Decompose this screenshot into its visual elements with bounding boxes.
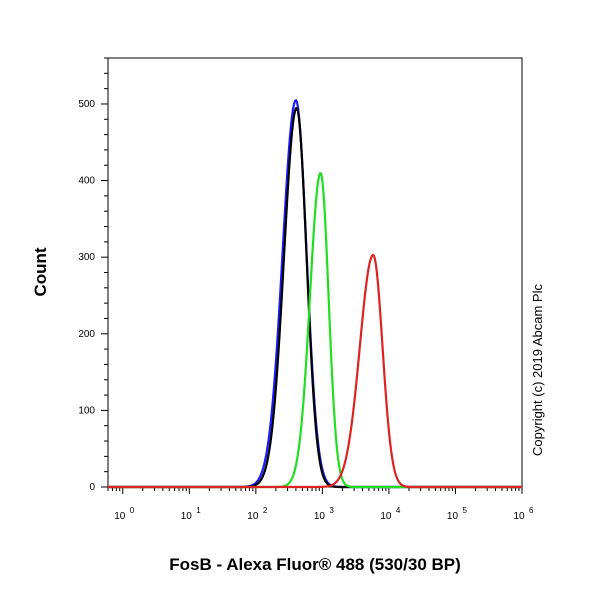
y-axis-title: Count: [31, 247, 50, 296]
series-line-3: [107, 172, 523, 489]
x-tick-exponent: 6: [529, 506, 534, 515]
x-tick-label: 10: [314, 511, 326, 522]
series-layer: [107, 99, 523, 489]
copyright-annotation: Copyright (c) 2019 Abcam Plc: [530, 284, 545, 456]
series-line-4: [107, 253, 523, 489]
y-tick-label: 400: [78, 176, 95, 187]
y-axis: 0 100 200 300 400 500: [78, 57, 108, 493]
series-line-2: [107, 106, 523, 489]
y-tick-label: 500: [78, 99, 95, 110]
x-axis-title: FosB - Alexa Fluor® 488 (530/30 BP): [169, 555, 461, 574]
y-tick-label: 300: [78, 252, 95, 263]
x-tick-label: 10: [447, 511, 459, 522]
x-tick-exponent: 5: [462, 506, 467, 515]
x-tick-label: 10: [181, 511, 193, 522]
x-tick-exponent: 3: [329, 506, 334, 515]
y-tick-label: 0: [89, 482, 95, 493]
x-tick-exponent: 2: [263, 506, 268, 515]
x-tick-label: 10: [114, 511, 126, 522]
x-tick-exponent: 4: [396, 506, 401, 515]
x-tick-label: 10: [513, 511, 525, 522]
x-tick-label: 10: [247, 511, 259, 522]
x-tick-label: 10: [380, 511, 392, 522]
y-tick-label: 200: [78, 329, 95, 340]
x-tick-exponent: 1: [196, 506, 201, 515]
x-tick-exponent: 0: [130, 506, 135, 515]
y-tick-label: 100: [78, 405, 95, 416]
